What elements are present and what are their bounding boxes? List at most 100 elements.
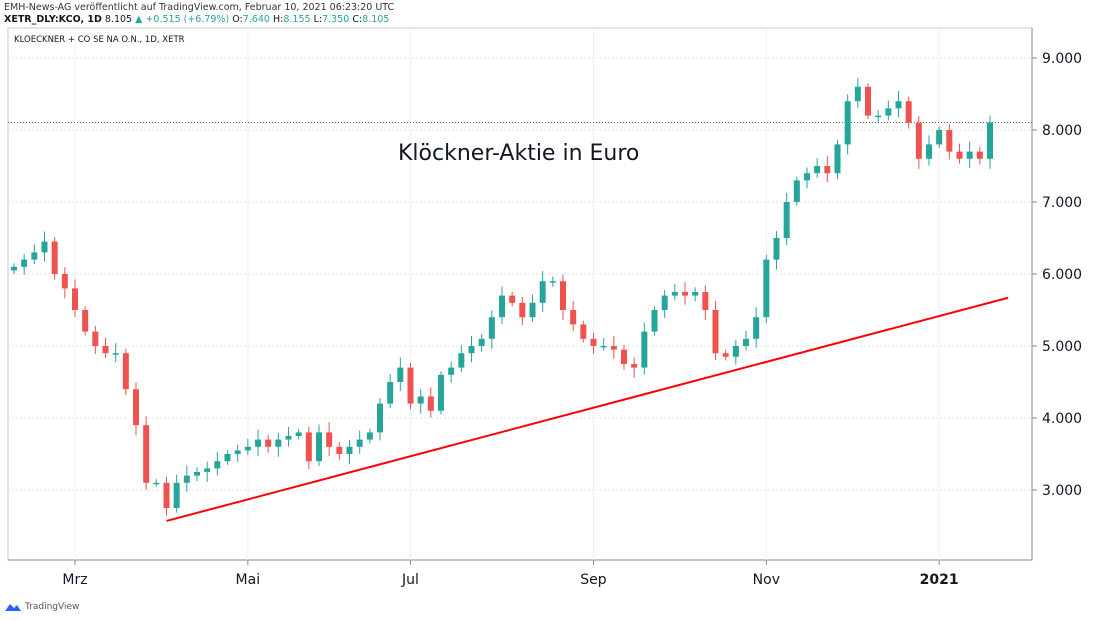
candle-body (468, 346, 475, 354)
y-tick-label: 3.000 (1042, 483, 1082, 499)
candle-body (875, 115, 882, 118)
y-tick-label: 6.000 (1042, 267, 1082, 283)
candle-body (173, 482, 180, 508)
candle-body (204, 468, 211, 472)
logo-text: TradingView (25, 602, 80, 612)
candle-body (732, 346, 739, 357)
candle-body (885, 108, 892, 116)
candle-body (692, 292, 699, 296)
candle-body (804, 173, 810, 181)
candle-body (844, 101, 851, 145)
candle-body (438, 374, 444, 411)
candle-body (671, 292, 678, 296)
candle-body (265, 439, 272, 447)
candle-body (743, 338, 749, 346)
chart-frame (7, 27, 1033, 561)
candle-body (143, 425, 150, 483)
candle-body (824, 166, 831, 174)
candle-body (946, 130, 953, 152)
candle-body (488, 317, 495, 339)
x-tick-label: Mrz (62, 572, 87, 588)
tradingview-logo[interactable]: TradingView (4, 602, 79, 612)
candle-body (834, 144, 841, 174)
candle-body (854, 86, 861, 102)
candle-body (61, 274, 68, 289)
candle-body (651, 310, 658, 332)
candle-body (905, 101, 912, 123)
candle-body (976, 151, 983, 159)
candle-body (773, 238, 780, 260)
low-label: L: (313, 14, 323, 25)
candle-body (214, 461, 221, 469)
candle-body (631, 364, 638, 368)
candle-body (590, 338, 597, 346)
candle-body (377, 403, 383, 433)
candle-body (712, 310, 719, 354)
up-arrow-icon: ▲ (135, 14, 143, 25)
candle-body (814, 166, 821, 174)
candle-body (793, 180, 800, 202)
y-tick-label: 8.000 (1042, 123, 1082, 139)
close-label: C: (352, 14, 363, 25)
candle-body (915, 122, 922, 159)
candle-body (722, 353, 729, 357)
high-value: 8.155 (283, 14, 311, 25)
candle-body (326, 432, 333, 447)
high-label: H: (272, 14, 284, 25)
candle-body (163, 482, 170, 508)
x-tick-label: Mai (236, 572, 261, 588)
candle-body (936, 130, 943, 145)
candle-body (356, 439, 363, 447)
chart-annotation: Klöckner-Aktie in Euro (398, 141, 639, 166)
candle-body (621, 349, 627, 364)
candle-body (255, 439, 261, 447)
candle-body (397, 367, 404, 382)
candle-body (275, 439, 282, 447)
symbol: XETR_DLY:KCO, 1D (4, 14, 102, 25)
candle-body (21, 259, 28, 267)
candle-body (11, 266, 17, 271)
candle-body (702, 292, 709, 310)
candle-body (682, 292, 688, 296)
candle-body (407, 367, 414, 404)
x-tick-label: Jul (401, 572, 419, 588)
candle-body (753, 317, 760, 339)
close-value: 8.105 (362, 14, 390, 25)
candle-body (72, 288, 78, 310)
candle-body (295, 432, 302, 436)
candle-body (987, 122, 993, 159)
candle-body (570, 310, 577, 325)
candle-body (600, 346, 607, 348)
x-tick-label: Sep (580, 572, 607, 588)
candle-body (539, 281, 546, 303)
candle-body (610, 346, 617, 350)
candle-body (153, 482, 160, 485)
candle-body (417, 396, 424, 404)
candle-body (183, 475, 190, 483)
candle-body (336, 446, 343, 454)
last-price: 8.105 (104, 14, 133, 25)
candle-body (122, 353, 129, 390)
tradingview-cloud-icon (5, 604, 21, 611)
candle-body (244, 446, 251, 451)
candle-body (661, 295, 668, 310)
candle-body (560, 281, 566, 310)
candle-body (783, 202, 790, 238)
chart-title: KLOECKNER + CO SE NA O.N., 1D, XETR (14, 35, 185, 45)
candle-body (763, 259, 770, 318)
candle-body (519, 302, 526, 318)
candle-body (529, 302, 536, 318)
candle-body (316, 432, 322, 462)
candle-body (448, 367, 455, 375)
candle-body (112, 353, 119, 355)
candle-body (387, 382, 394, 404)
change: +0.515 (+6.79%) (145, 14, 230, 25)
y-tick-label: 7.000 (1042, 195, 1082, 211)
publish-info: EMH-News-AG veröffentlicht auf TradingVi… (4, 2, 395, 13)
candle-body (92, 331, 99, 346)
candle-body (133, 389, 139, 426)
candle-body (966, 151, 973, 159)
candle-body (865, 86, 871, 116)
x-tick-label: 2021 (920, 572, 959, 588)
